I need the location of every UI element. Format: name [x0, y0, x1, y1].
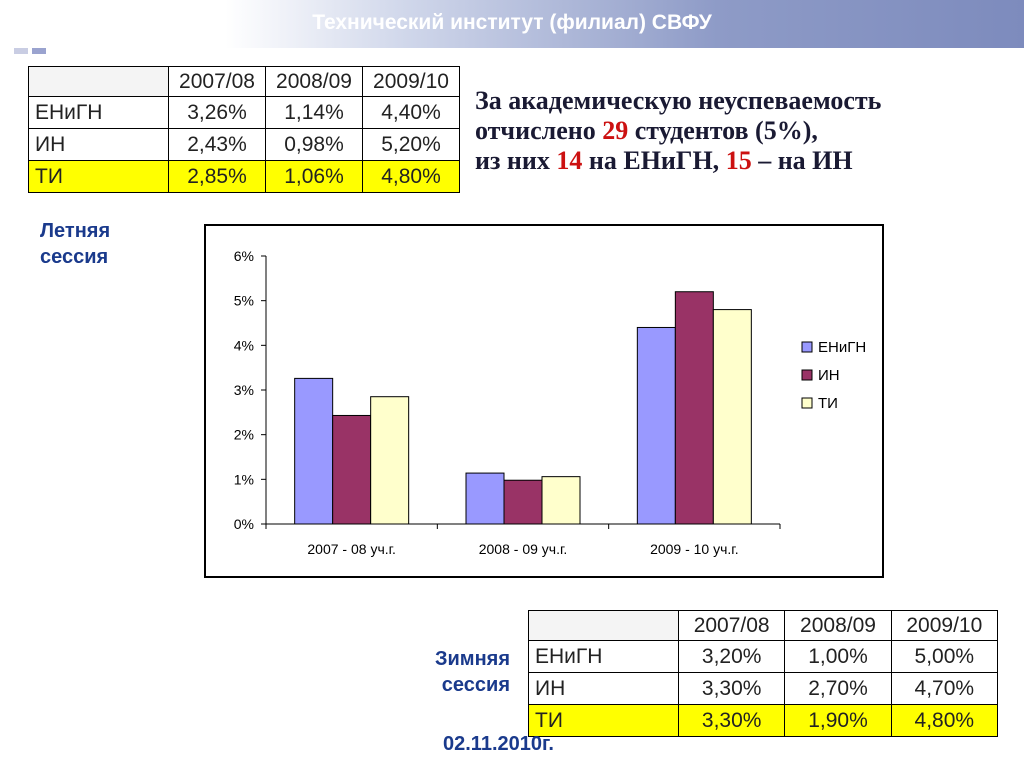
- y-tick-label: 2%: [234, 427, 254, 443]
- info-text: – на ИН: [751, 146, 853, 175]
- bar: [712, 309, 752, 525]
- legend-label: ТИ: [818, 395, 838, 412]
- bar: [674, 291, 714, 525]
- summer-session-table: 2007/08 2008/09 2009/10 ЕНиГН 3,26% 1,14…: [28, 66, 460, 193]
- y-tick-label: 6%: [234, 248, 254, 264]
- row-name: ЕНиГН: [28, 96, 169, 129]
- winter-session-table: 2007/08 2008/09 2009/10 ЕНиГН 3,20% 1,00…: [528, 610, 999, 737]
- y-tick-label: 4%: [234, 337, 254, 353]
- y-tick-label: 0%: [234, 516, 254, 532]
- table-cell: 3,30%: [677, 704, 786, 737]
- legend-swatch: [801, 341, 813, 353]
- info-text: на ЕНиГН,: [582, 146, 726, 175]
- bar: [465, 472, 505, 525]
- legend-label: ИН: [818, 367, 840, 384]
- table-cell: 4,80%: [890, 704, 999, 737]
- bar: [294, 377, 334, 525]
- table-cell: 1,00%: [784, 640, 892, 673]
- table-cell: 1,90%: [784, 704, 892, 737]
- winter-session-label: Зимняя сессия: [410, 646, 510, 698]
- table-cell: 3,20%: [677, 640, 786, 673]
- info-text: студентов (5%),: [628, 116, 818, 145]
- bar: [370, 396, 410, 525]
- column-header: 2008/09: [784, 610, 892, 641]
- x-tick-label: 2009 - 10 уч.г.: [650, 541, 739, 557]
- legend-swatch: [801, 397, 813, 409]
- info-text: из них: [475, 146, 557, 175]
- table-row: ИН 2,43% 0,98% 5,20%: [28, 128, 460, 161]
- label-line: сессия: [441, 674, 510, 696]
- y-tick-label: 1%: [234, 471, 254, 487]
- table-header-row: 2007/08 2008/09 2009/10: [28, 66, 460, 97]
- bar-chart: 0% 1% 2% 3% 4% 5% 6% 2007 - 08 уч.г. 2008 - 09 у…: [204, 224, 884, 578]
- table-row: ТИ 2,85% 1,06% 4,80%: [28, 160, 460, 193]
- summer-session-label: Летняя сессия: [40, 218, 110, 270]
- legend-label: ЕНиГН: [818, 339, 866, 356]
- info-line-1: За академическую неуспеваемость: [475, 86, 882, 115]
- table-corner-cell: [28, 66, 169, 97]
- table-cell: 1,06%: [265, 160, 363, 193]
- table-row: ТИ 3,30% 1,90% 4,80%: [528, 704, 999, 737]
- row-name: ТИ: [528, 704, 679, 737]
- table-row: ЕНиГН 3,26% 1,14% 4,40%: [28, 96, 460, 129]
- bar: [636, 326, 676, 525]
- table-corner-cell: [528, 610, 679, 641]
- table-row: ИН 3,30% 2,70% 4,70%: [528, 672, 999, 705]
- table-cell: 2,43%: [168, 128, 266, 161]
- x-tick-label: 2007 - 08 уч.г.: [307, 541, 396, 557]
- bar: [332, 414, 372, 525]
- table-cell: 0,98%: [265, 128, 363, 161]
- column-header: 2007/08: [677, 610, 786, 641]
- table-cell: 2,70%: [784, 672, 892, 705]
- table-cell: 2,85%: [168, 160, 266, 193]
- header-bar: [0, 0, 1024, 48]
- y-tick-label: 3%: [234, 382, 254, 398]
- bar: [541, 476, 581, 525]
- label-line: Летняя: [40, 220, 111, 242]
- row-name: ИН: [28, 128, 169, 161]
- expulsion-info: За академическую неуспеваемость отчислен…: [475, 86, 1020, 176]
- info-number-total: 29: [602, 116, 629, 145]
- chart-svg: 0% 1% 2% 3% 4% 5% 6% 2007 - 08 уч.г. 2008 - 09 у…: [234, 248, 866, 557]
- column-header: 2008/09: [265, 66, 363, 97]
- table-cell: 4,80%: [362, 160, 460, 193]
- column-header: 2009/10: [362, 66, 460, 97]
- legend-swatch: [801, 369, 813, 381]
- label-line: сессия: [40, 246, 109, 268]
- table-cell: 5,00%: [890, 640, 999, 673]
- info-line-3: из них 14 на ЕНиГН, 15 – на ИН: [475, 146, 1020, 176]
- table-cell: 3,26%: [168, 96, 266, 129]
- row-name: ТИ: [28, 160, 169, 193]
- date-label: 02.11.2010г.: [443, 733, 554, 755]
- table-cell: 4,70%: [890, 672, 999, 705]
- info-text: отчислено: [475, 116, 603, 145]
- info-number-in: 15: [725, 146, 752, 175]
- table-cell: 5,20%: [362, 128, 460, 161]
- info-line-2: отчислено 29 студентов (5%),: [475, 116, 1020, 146]
- info-number-enign: 14: [556, 146, 583, 175]
- page-title: Технический институт (филиал) СВФУ: [312, 11, 712, 34]
- table-cell: 3,30%: [677, 672, 786, 705]
- table-cell: 4,40%: [362, 96, 460, 129]
- x-tick-label: 2008 - 09 уч.г.: [479, 541, 568, 557]
- column-header: 2009/10: [890, 610, 999, 641]
- row-name: ИН: [528, 672, 679, 705]
- column-header: 2007/08: [168, 66, 266, 97]
- table-header-row: 2007/08 2008/09 2009/10: [528, 610, 999, 641]
- bar: [503, 479, 543, 525]
- table-cell: 1,14%: [265, 96, 363, 129]
- row-name: ЕНиГН: [528, 640, 679, 673]
- label-line: Зимняя: [434, 648, 510, 670]
- table-row: ЕНиГН 3,20% 1,00% 5,00%: [528, 640, 999, 673]
- y-tick-label: 5%: [234, 293, 254, 309]
